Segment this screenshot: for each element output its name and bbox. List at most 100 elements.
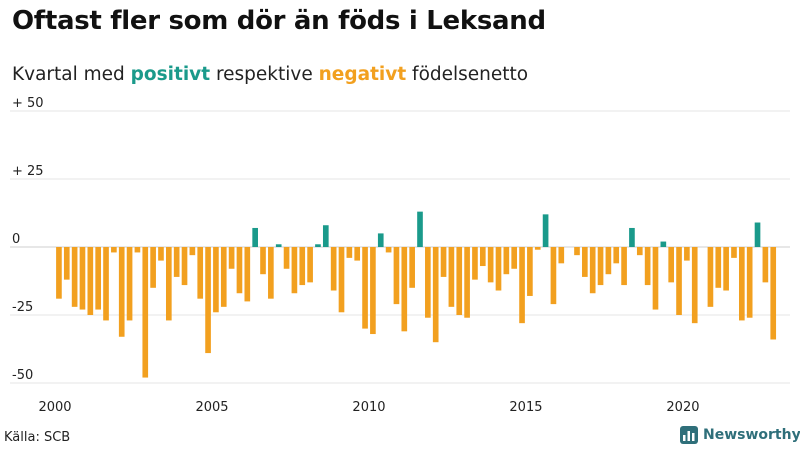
x-tick-label: 2015 (509, 400, 542, 415)
data-bar (283, 247, 290, 269)
data-bar (417, 211, 423, 247)
data-bar (165, 247, 172, 321)
chart-subtitle: Kvartal med positivt respektive negativt… (12, 64, 528, 85)
data-bar (126, 247, 133, 321)
data-bar (181, 247, 188, 286)
data-bar (63, 247, 70, 280)
data-bar (71, 247, 78, 307)
data-bar (495, 247, 502, 291)
subtitle-prefix: Kvartal med (12, 64, 131, 85)
data-bar (103, 247, 109, 321)
x-tick-label: 2005 (195, 400, 228, 415)
data-bar (629, 227, 635, 247)
data-bar (134, 247, 141, 253)
data-bar (550, 247, 557, 305)
data-bar (425, 247, 431, 318)
data-bar (111, 247, 117, 253)
source-note: Källa: SCB (4, 430, 71, 445)
data-bar (205, 247, 211, 354)
data-bar (636, 247, 643, 256)
chart-title: Oftast fler som dör än föds i Leksand (12, 6, 546, 36)
data-bar (268, 247, 274, 299)
data-bar (362, 247, 368, 329)
subtitle-suffix: födelsenetto (406, 64, 529, 85)
data-bar (220, 247, 227, 307)
data-bar (542, 214, 549, 247)
subtitle-middle: respektive (210, 64, 319, 85)
data-bar (472, 247, 478, 280)
data-bar (354, 247, 361, 261)
newsworthy-logo-icon (680, 426, 698, 444)
data-bar (770, 247, 777, 340)
x-tick-label: 2020 (666, 400, 699, 415)
data-bar (613, 247, 620, 264)
data-bar (275, 244, 282, 247)
y-tick-label: + 25 (12, 164, 44, 179)
data-bar (377, 233, 384, 247)
y-tick-label: -25 (12, 300, 33, 315)
data-bar (754, 222, 761, 247)
data-bar (511, 247, 518, 269)
data-bar (746, 247, 753, 318)
data-bar (707, 247, 714, 307)
data-bar (330, 247, 337, 291)
data-bar (189, 247, 196, 256)
data-bar (322, 225, 329, 247)
data-bar (621, 247, 627, 286)
data-bar (252, 227, 258, 247)
data-bar (605, 247, 612, 275)
data-bar (213, 247, 219, 313)
data-bar (197, 247, 204, 299)
data-bar (393, 247, 400, 305)
data-bar (409, 247, 415, 288)
data-bar (142, 247, 149, 378)
data-bar (228, 247, 235, 269)
data-bar (244, 247, 251, 302)
data-bar (715, 247, 722, 288)
data-bar (173, 247, 180, 277)
data-bar (558, 247, 565, 264)
data-bar (87, 247, 94, 315)
data-bar (56, 247, 62, 299)
data-bar (432, 247, 439, 343)
x-tick-label: 2010 (352, 400, 385, 415)
data-bar (260, 247, 266, 275)
data-bar (676, 247, 682, 315)
data-bar (731, 247, 737, 258)
data-bar (762, 247, 769, 283)
data-bar (487, 247, 494, 283)
data-bar (118, 247, 125, 337)
data-bar (464, 247, 470, 318)
y-tick-label: + 50 (12, 96, 44, 111)
data-bar (589, 247, 596, 294)
data-bar (723, 247, 729, 291)
data-bar (644, 247, 651, 286)
data-bar (401, 247, 408, 332)
data-bar (158, 247, 164, 261)
data-bar (150, 247, 156, 288)
data-bar (456, 247, 463, 315)
data-bar (684, 247, 690, 261)
data-bar (346, 247, 353, 258)
subtitle-negative-word: negativt (318, 64, 407, 85)
data-bar (660, 241, 667, 247)
data-bar (574, 247, 580, 256)
data-bar (95, 247, 101, 310)
subtitle-positive-word: positivt (130, 64, 211, 85)
data-bar (582, 247, 588, 277)
brand-name: Newsworthy (703, 427, 800, 443)
data-bar (503, 247, 510, 275)
data-bar (291, 247, 298, 294)
data-bar (652, 247, 659, 310)
data-bar (739, 247, 745, 321)
data-bar (370, 247, 376, 335)
data-bar (668, 247, 675, 283)
data-bar (385, 247, 392, 253)
data-bar (691, 247, 698, 324)
y-tick-label: -50 (12, 368, 33, 383)
data-bar (440, 247, 447, 277)
data-bar (79, 247, 86, 310)
data-bar (479, 247, 486, 267)
data-bar (307, 247, 313, 283)
